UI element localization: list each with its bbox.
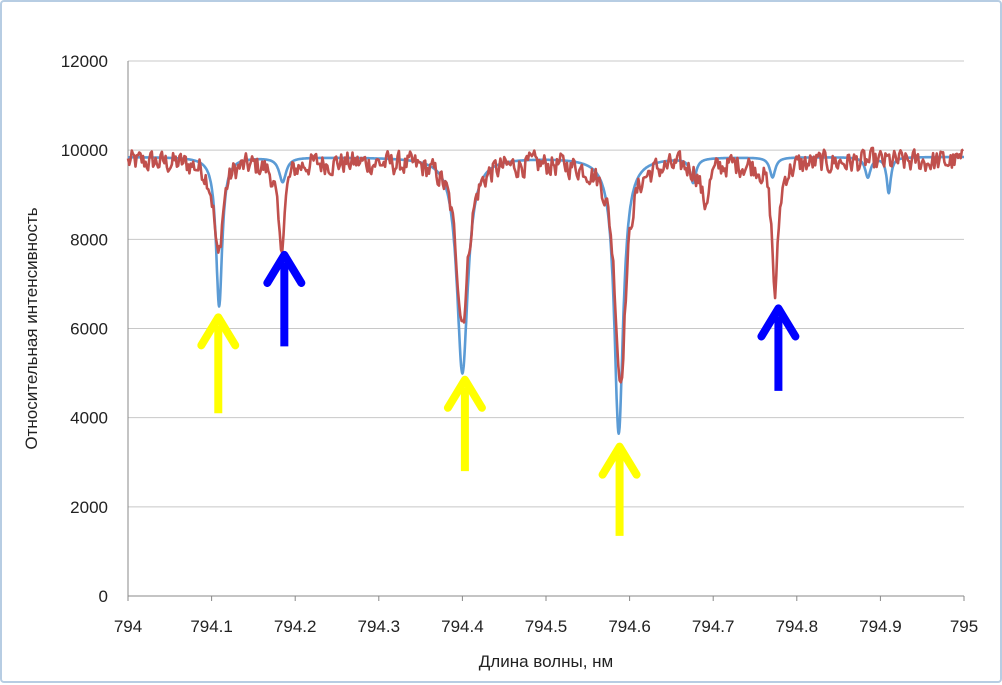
- y-tick-label: 4000: [70, 409, 108, 428]
- y-tick-label: 6000: [70, 320, 108, 339]
- annotation-arrow-head: [197, 313, 240, 350]
- y-axis-title: Относительная интенсивность: [22, 207, 41, 449]
- x-tick-label: 794.2: [274, 617, 317, 636]
- y-tick-label: 0: [99, 587, 108, 606]
- series-line-1: [127, 155, 965, 436]
- x-tick-label: 794.5: [525, 617, 568, 636]
- y-tick-label: 2000: [70, 498, 108, 517]
- x-tick-label: 794.3: [358, 617, 401, 636]
- x-tick-label: 794.9: [859, 617, 902, 636]
- series-line-2: [126, 146, 964, 384]
- x-tick-label: 795: [950, 617, 978, 636]
- y-tick-label: 12000: [61, 52, 108, 71]
- x-tick-label: 794.1: [190, 617, 233, 636]
- x-tick-label: 794.8: [776, 617, 819, 636]
- y-tick-label: 10000: [61, 141, 108, 160]
- annotation-arrow-head: [757, 304, 800, 341]
- x-tick-label: 794.4: [441, 617, 484, 636]
- annotation-arrow-head: [263, 250, 306, 287]
- x-axis-title: Длина волны, нм: [479, 652, 613, 671]
- x-tick-label: 794: [114, 617, 142, 636]
- annotation-arrow-head: [598, 442, 641, 479]
- y-tick-label: 8000: [70, 230, 108, 249]
- x-tick-label: 794.7: [692, 617, 735, 636]
- x-tick-label: 794.6: [608, 617, 651, 636]
- annotation-arrow-head: [443, 375, 486, 412]
